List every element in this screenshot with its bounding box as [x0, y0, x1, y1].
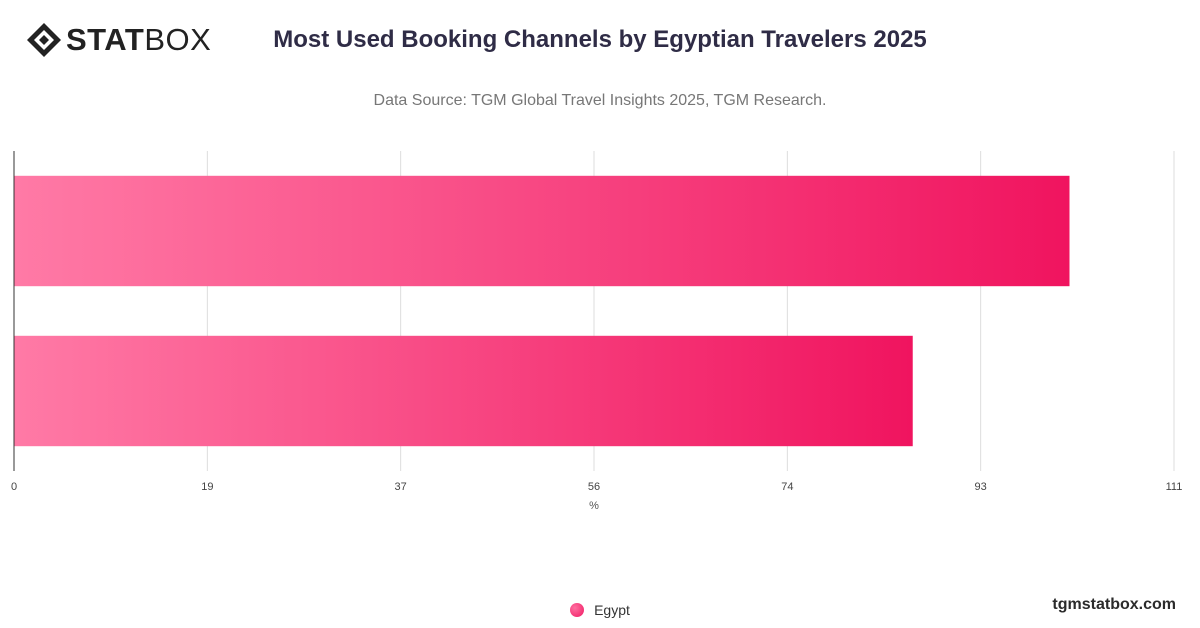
logo-stat-text: STAT	[66, 22, 145, 57]
chart-subtitle: Data Source: TGM Global Travel Insights …	[373, 92, 827, 109]
footer-brand[interactable]: tgmstatbox.com	[1052, 596, 1176, 613]
legend[interactable]: Egypt	[0, 602, 1200, 618]
x-tick-label: 0	[11, 481, 17, 493]
logo-wordmark: STATBOX	[66, 22, 211, 58]
x-tick-label: 56	[588, 481, 600, 493]
bars	[14, 175, 1070, 447]
statbox-logo: STATBOX	[26, 22, 211, 58]
statbox-diamond-icon	[27, 23, 61, 57]
legend-label-egypt: Egypt	[594, 602, 630, 618]
x-tick-label: 37	[395, 481, 407, 493]
x-axis: 0 19 37 56 74 93 111	[11, 151, 1182, 493]
logo-box-text: BOX	[144, 22, 212, 57]
x-tick-label: 93	[975, 481, 987, 493]
legend-swatch-egypt	[570, 603, 585, 617]
x-tick-label: 111	[1166, 481, 1183, 493]
chart-title: Most Used Booking Channels by Egyptian T…	[273, 26, 927, 53]
bar-egypt-2[interactable]	[14, 335, 913, 447]
x-tick-label: 74	[781, 481, 793, 493]
x-axis-label: %	[589, 500, 599, 512]
bar-egypt-1[interactable]	[14, 175, 1070, 287]
x-tick-label: 19	[201, 481, 213, 493]
